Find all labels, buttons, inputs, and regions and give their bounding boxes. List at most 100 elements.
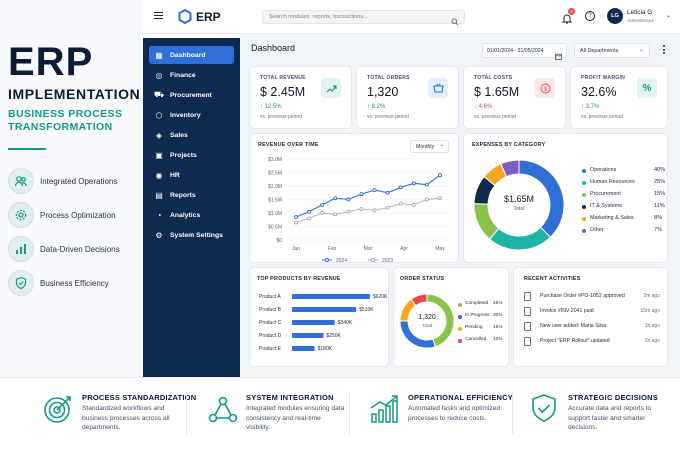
legend-row: Procurement 15% <box>582 191 665 199</box>
sidebar-item-system-settings[interactable]: ⚙ System Settings <box>149 226 234 244</box>
y-tick-label: $3.0M <box>268 157 282 163</box>
chevron-down-icon: ⌄ <box>439 142 444 148</box>
search-bar[interactable]: Search modules, reports, transactions... <box>262 10 465 26</box>
sidebar-item-label: Analytics <box>170 211 201 219</box>
x-tick-label: Apr <box>400 246 408 252</box>
legend-dot <box>582 193 586 197</box>
legend-dot <box>582 169 586 173</box>
activity-item[interactable]: New user added: Maria Silva 1h ago <box>524 321 660 333</box>
sidebar-item-hr[interactable]: ◉ HR <box>149 166 234 184</box>
chevron-down-icon: ⌄ <box>638 47 644 53</box>
kpi-card-revenue[interactable]: TOTAL REVENUE $ 2.45M ↑ 12.5% vs. previo… <box>250 67 351 128</box>
kpi-card-orders[interactable]: TOTAL ORDERS 1,320 ↑ 8.2% vs. previous p… <box>357 67 458 128</box>
sidebar-item-inventory[interactable]: ⬡ Inventory <box>149 106 234 124</box>
y-tick-label: $2.0M <box>268 184 282 190</box>
data-point <box>307 209 312 214</box>
legend-value: 11% <box>654 203 665 209</box>
kpi-card-margin[interactable]: PROFIT MARGIN 32.6% ↑ 3.7% vs. previous … <box>571 67 667 128</box>
donut-center-value: $1.65M <box>503 194 535 204</box>
basket-icon <box>428 78 448 98</box>
legend-label: Other <box>590 227 604 233</box>
activity-item[interactable]: Purchase Order #PO-1052 approved 2m ago <box>524 291 660 303</box>
people-icon: ◉ <box>155 170 163 180</box>
data-point <box>294 215 298 219</box>
department-select[interactable]: All Departments ⌄ <box>574 43 650 58</box>
sidebar-item-sales[interactable]: ◈ Sales <box>149 126 234 144</box>
legend-row: Pending 15% <box>458 325 503 333</box>
calendar-icon <box>555 47 562 65</box>
report-icon: ▤ <box>155 190 163 200</box>
sidebar-item-label: Dashboard <box>170 51 206 59</box>
kpi-subtext: vs. previous period <box>260 114 302 120</box>
bell-icon[interactable] <box>561 11 573 29</box>
bar <box>292 294 370 299</box>
hero-subtitle: IMPLEMENTATION <box>8 86 141 102</box>
avatar[interactable]: LG <box>607 8 623 24</box>
chart-title: ORDER STATUS <box>400 276 445 282</box>
legend-row: Completed 45% <box>458 301 503 309</box>
more-options-icon[interactable] <box>663 45 666 56</box>
help-icon[interactable]: ? <box>585 11 595 21</box>
activity-item[interactable]: Invoice #INV-2041 paid 15m ago <box>524 306 660 318</box>
sidebar-item-label: Procurement <box>170 91 212 99</box>
data-point <box>438 196 442 201</box>
data-point <box>333 196 338 201</box>
bar-chart-icon <box>8 236 34 262</box>
data-point <box>411 181 416 186</box>
bar <box>292 307 357 312</box>
feature-process-optimization: Process Optimization <box>8 202 116 228</box>
y-tick-label: $1.0M <box>268 211 282 217</box>
feature-label: Data-Driven Decisions <box>40 244 120 254</box>
sidebar-item-procurement[interactable]: ⛟ Procurement <box>149 86 234 104</box>
legend-value: 40% <box>654 167 666 173</box>
y-tick-label: $0 <box>276 238 282 244</box>
data-point <box>333 212 338 217</box>
feature-system-integration: SYSTEM INTEGRATION Integrated modules en… <box>206 390 346 440</box>
legend-label: Cancelled <box>465 337 487 342</box>
menu-icon[interactable] <box>154 12 163 20</box>
activity-item[interactable]: Project "ERP Rollout" updated 2h ago <box>524 336 660 348</box>
kpi-value: 32.6% <box>581 85 617 99</box>
bar <box>292 346 315 351</box>
legend-row: Cancelled 10% <box>458 337 503 345</box>
legend-row: Human Resources 25% <box>582 179 665 187</box>
activity-text: New user added: Maria Silva <box>540 323 607 329</box>
feature-integrated-operations: Integrated Operations <box>8 168 117 194</box>
page-title: Dashboard <box>251 43 296 53</box>
chevron-down-icon[interactable]: ⌄ <box>666 13 672 19</box>
activity-time: 2m ago <box>643 293 660 299</box>
bar-value-label: $250K <box>326 333 341 339</box>
legend-value: 7% <box>654 227 663 233</box>
kpi-change: ↑ 8.2% <box>367 104 386 110</box>
data-point <box>320 211 325 215</box>
chart-title: TOP PRODUCTS BY REVENUE <box>257 276 341 282</box>
legend-row: In Progress 30% <box>458 313 503 321</box>
legend-dot <box>458 327 462 331</box>
data-point <box>294 220 298 225</box>
legend-row: Operations 40% <box>582 167 665 175</box>
activity-time: 2h ago <box>644 338 660 344</box>
sidebar-item-projects[interactable]: ▣ Projects <box>149 146 234 164</box>
feature-desc: Standardized workflows and business proc… <box>82 405 170 431</box>
target-icon <box>44 396 71 423</box>
data-point <box>438 173 442 178</box>
kpi-subtext: vs. previous period <box>474 114 516 120</box>
kpi-subtext: vs. previous period <box>581 114 623 120</box>
feature-desc: Integrated modules ensuring data consist… <box>246 405 345 431</box>
kpi-value: $ 2.45M <box>260 85 306 99</box>
activity-time: 15m ago <box>640 308 660 314</box>
sidebar-item-analytics[interactable]: ◔ Analytics <box>149 206 234 224</box>
line-chart: $3.0M $2.5M $2.0M $1.5M $1.0M $0.5M $0 Jan Feb Ma… <box>268 157 448 262</box>
kpi-card-costs[interactable]: TOTAL COSTS $ 1.65M ↓ 4.6% vs. previous … <box>464 67 565 128</box>
feature-title: PROCESS STANDARDIZATION <box>82 393 197 402</box>
period-select[interactable]: Monthly ⌄ <box>410 140 449 153</box>
legend-dot <box>458 315 462 319</box>
sidebar-item-dashboard[interactable]: ▦ Dashboard <box>149 46 234 64</box>
sidebar-item-finance[interactable]: ◎ Finance <box>149 66 234 84</box>
date-range-picker[interactable]: 01/01/2024 - 31/05/2024 <box>482 43 567 60</box>
divider <box>512 392 513 434</box>
sidebar-item-reports[interactable]: ▤ Reports <box>149 186 234 204</box>
search-icon[interactable] <box>451 13 459 31</box>
divider <box>349 392 350 434</box>
sidebar <box>143 38 240 377</box>
